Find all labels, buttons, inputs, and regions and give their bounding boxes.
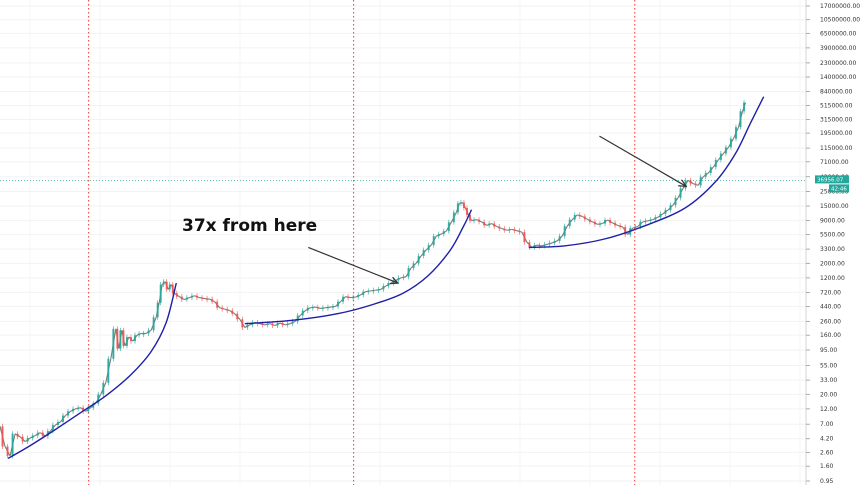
support-curve (528, 96, 765, 249)
y-tick-label: 3900000.00 (820, 45, 856, 52)
y-tick-label: 17000000.00 (820, 3, 860, 10)
annotation-arrow (599, 135, 687, 187)
y-tick-label: 7.00 (820, 421, 834, 428)
y-tick-label: 440.00 (820, 303, 841, 310)
y-tick-label: 3300.00 (820, 246, 845, 253)
grid-lines (0, 0, 806, 485)
y-tick-label: 1400000.00 (820, 74, 856, 81)
price-tag-box (815, 175, 849, 184)
countdown-box (829, 184, 849, 193)
support-curve (7, 282, 177, 460)
y-tick-label: 2000.00 (820, 260, 845, 267)
halving-lines (88, 0, 636, 485)
price-tag-value: 36956.07 (817, 178, 844, 184)
annotation-arrows (308, 135, 688, 285)
y-tick-label: 95.00 (820, 347, 837, 354)
y-tick-label: 260.00 (820, 318, 841, 325)
y-tick-label: 55.00 (820, 363, 837, 370)
annotation-arrow (308, 246, 399, 284)
y-tick-label: 71000.00 (820, 159, 849, 166)
y-tick-label: 1.60 (820, 463, 834, 470)
arrow-head (389, 276, 400, 285)
y-tick-label: 15000.00 (820, 203, 849, 210)
y-tick-label: 2.60 (820, 449, 834, 456)
y-tick-label: 6500000.00 (820, 30, 856, 37)
y-tick-label: 840000.00 (820, 89, 853, 96)
annotation-label: 37x from here (182, 216, 317, 236)
y-tick-label: 115000.00 (820, 145, 853, 152)
y-tick-label: 33.00 (820, 377, 837, 384)
y-tick-label: 20.00 (820, 391, 837, 398)
y-tick-label: 4.20 (820, 436, 834, 443)
y-tick-label: 2300000.00 (820, 60, 856, 67)
y-tick-label: 10500000.00 (820, 17, 860, 24)
y-tick-label: 160.00 (820, 332, 841, 339)
y-tick-label: 195000.00 (820, 130, 853, 137)
support-curves (7, 96, 765, 460)
y-tick-label: 1200.00 (820, 275, 845, 282)
current-price-tag: 36956.07 42:46 (815, 175, 849, 193)
y-tick-label: 9000.00 (820, 218, 845, 225)
support-curve (244, 209, 473, 325)
y-tick-label: 12.00 (820, 406, 837, 413)
arrow-head (678, 179, 688, 188)
y-tick-label: 315000.00 (820, 116, 853, 123)
y-tick-label: 5500.00 (820, 232, 845, 239)
y-tick-label: 0.95 (820, 478, 834, 485)
countdown-value: 42:46 (831, 186, 847, 192)
y-tick-label: 515000.00 (820, 102, 853, 109)
y-tick-label: 720.00 (820, 289, 841, 296)
